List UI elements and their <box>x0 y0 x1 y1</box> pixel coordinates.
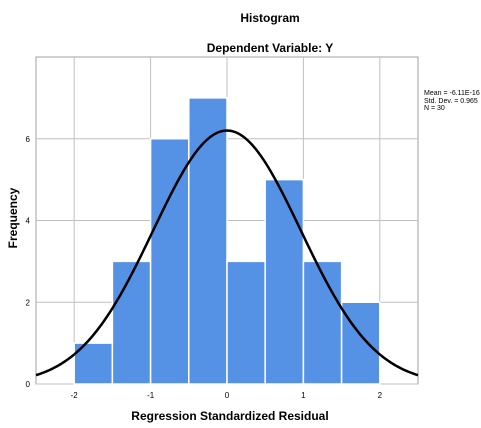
normal-curve <box>35 129 419 377</box>
chart-title: Histogram <box>240 11 300 25</box>
x-tick-label: -1 <box>147 391 155 400</box>
y-tick-label: 2 <box>26 298 31 307</box>
histogram-bar <box>302 260 343 385</box>
x-tick-label: 2 <box>378 391 383 400</box>
y-tick-label: 6 <box>26 135 31 144</box>
stats-legend: Mean = -6.11E-16 Std. Dev. = 0.965 N = 3… <box>424 90 480 113</box>
stats-mean: Mean = -6.11E-16 <box>424 90 480 97</box>
stats-std-dev: Std. Dev. = 0.965 <box>424 97 478 105</box>
stats-n: N = 30 <box>424 105 445 112</box>
x-tick-label: 0 <box>225 391 230 400</box>
histogram-bar <box>340 301 381 385</box>
x-tick-label: -2 <box>71 391 79 400</box>
chart-subtitle: Dependent Variable: Y <box>206 41 334 55</box>
histogram-bar <box>111 260 152 385</box>
y-tick-label: 4 <box>26 217 31 226</box>
histogram-bar <box>149 138 190 385</box>
y-axis-label: Frequency <box>6 187 20 249</box>
x-tick-label: 1 <box>301 391 306 400</box>
histogram-bar <box>188 97 228 385</box>
y-tick-label: 0 <box>26 380 31 389</box>
histogram-bar <box>226 260 266 385</box>
histogram-bar <box>264 178 305 385</box>
x-axis-label: Regression Standardized Residual <box>131 409 329 423</box>
